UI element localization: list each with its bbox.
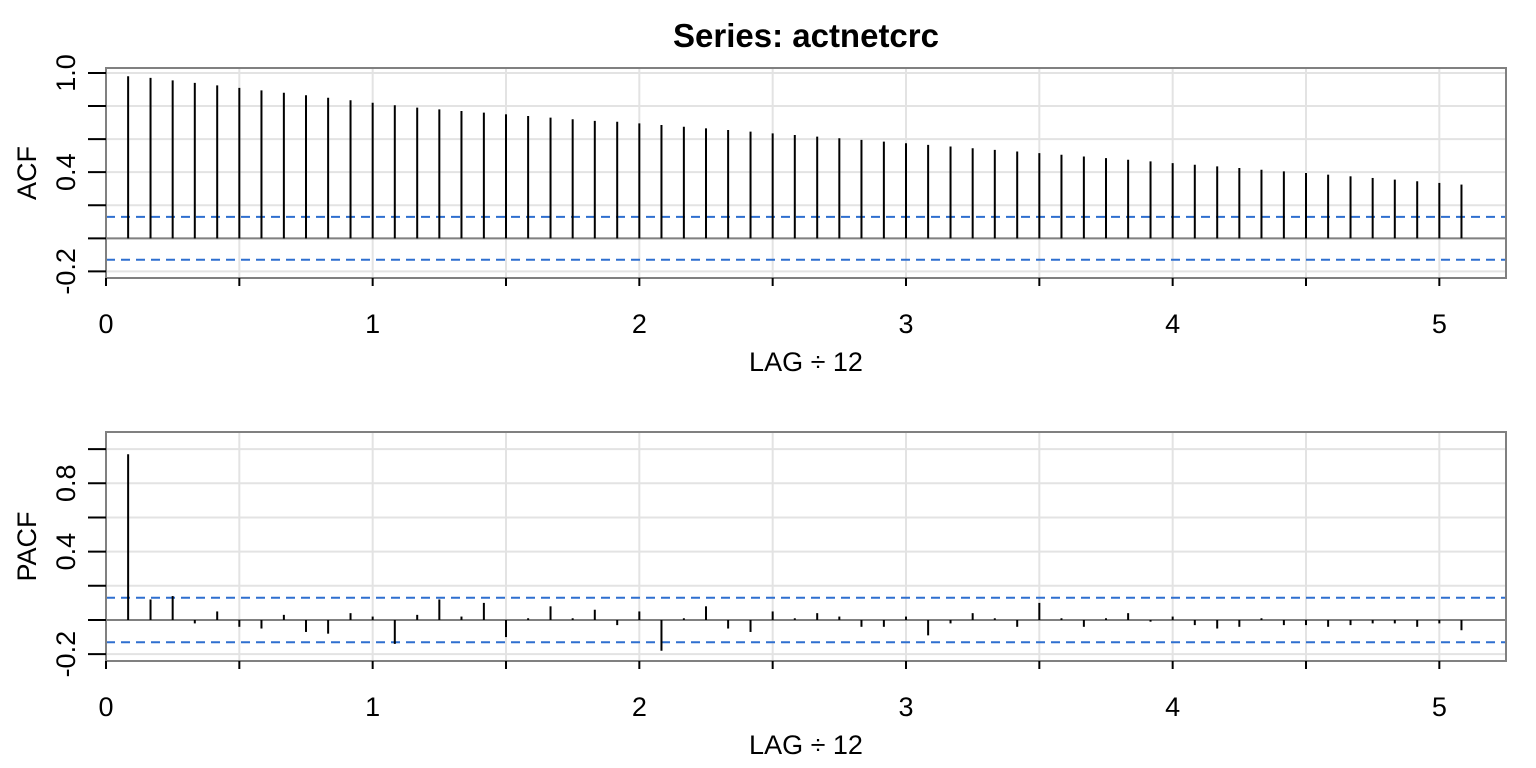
chart-title: Series: actnetcrc xyxy=(673,17,939,54)
pacf-ytick-label: 0.4 xyxy=(51,533,81,571)
acf-xtick-label: 2 xyxy=(632,309,647,339)
pacf-xtick-label: 4 xyxy=(1165,692,1180,722)
acf-xtick-label: 5 xyxy=(1432,309,1447,339)
acf-xtick-label: 0 xyxy=(98,309,113,339)
pacf-xtick-label: 1 xyxy=(365,692,380,722)
pacf-xlabel: LAG ÷ 12 xyxy=(749,730,863,760)
acf-ytick-label: -0.2 xyxy=(51,248,81,295)
acf-xlabel: LAG ÷ 12 xyxy=(749,347,863,377)
acf-panel: -0.2 0.4 1.0 0 1 2 3 4 5 LAG ÷ 12 ACF xyxy=(12,54,1507,377)
acf-ylabel: ACF xyxy=(12,146,42,200)
pacf-ytick-label: -0.2 xyxy=(51,631,81,678)
pacf-ylabel: PACF xyxy=(12,511,42,581)
acf-xtick-label: 3 xyxy=(898,309,913,339)
acf-xtick-label: 4 xyxy=(1165,309,1180,339)
pacf-xtick-label: 2 xyxy=(632,692,647,722)
acf-xtick-label: 1 xyxy=(365,309,380,339)
pacf-ytick-label: 0.8 xyxy=(51,464,81,502)
pacf-xtick-label: 5 xyxy=(1432,692,1447,722)
pacf-xtick-label: 3 xyxy=(898,692,913,722)
pacf-frame xyxy=(105,431,1507,662)
pacf-xtick-label: 0 xyxy=(98,692,113,722)
acf-ytick-label: 0.4 xyxy=(51,153,81,191)
pacf-panel: -0.2 0.4 0.8 0 1 2 3 4 5 LAG ÷ 12 PACF xyxy=(12,431,1507,760)
acf-ytick-label: 1.0 xyxy=(51,54,81,92)
